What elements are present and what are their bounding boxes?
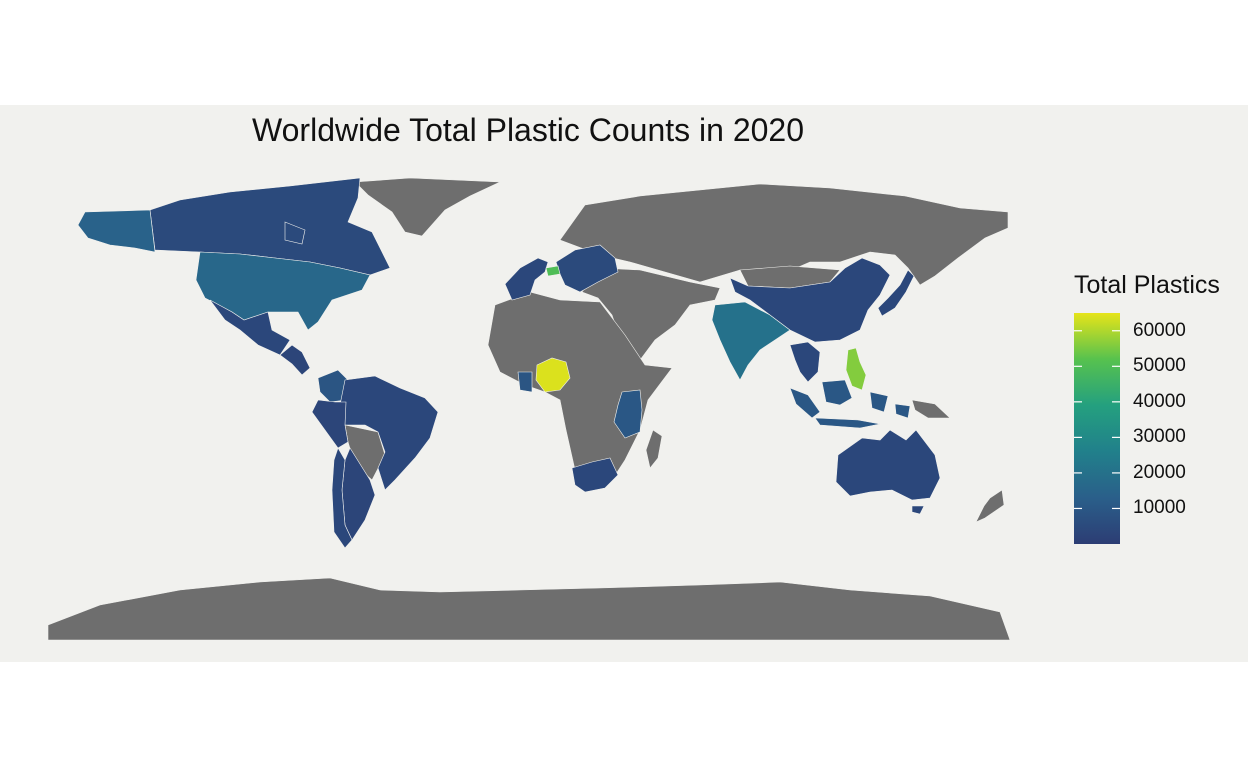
legend-tick-label: 50000 <box>1133 355 1186 377</box>
region-chile <box>331 447 353 549</box>
greenland <box>354 177 501 237</box>
region-mexico <box>209 299 291 356</box>
region-peru-ecuador <box>311 399 349 449</box>
madagascar <box>645 429 663 469</box>
region-south-africa <box>571 457 619 493</box>
region-central-america <box>279 344 311 376</box>
region-western-europe <box>504 257 549 301</box>
region-india <box>711 301 791 381</box>
legend-tick-label: 30000 <box>1133 426 1186 448</box>
region-southeast-asia <box>789 341 821 383</box>
antarctica <box>47 577 1011 641</box>
region-kenya-tanzania <box>613 389 643 439</box>
region-ghana-togo <box>517 371 533 393</box>
russia-asia <box>559 183 1009 286</box>
data-regions <box>77 177 941 549</box>
legend-colorbar <box>1074 313 1120 544</box>
no-data-land <box>47 177 1011 641</box>
legend-tick-label: 60000 <box>1133 319 1186 341</box>
legend-tick-label: 40000 <box>1133 390 1186 412</box>
png <box>911 399 951 419</box>
region-australia <box>835 429 941 515</box>
central-asia-middle-east <box>581 267 721 361</box>
region-switzerland <box>545 265 561 277</box>
region-alaska <box>77 209 156 253</box>
region-china <box>729 257 891 343</box>
region-nigeria <box>535 357 571 393</box>
new-zealand <box>975 489 1005 523</box>
region-japan <box>877 269 915 317</box>
region-philippines <box>845 347 867 391</box>
legend-title: Total Plastics <box>1074 271 1220 299</box>
legend-tick-label: 20000 <box>1133 461 1186 483</box>
region-indonesia <box>789 379 911 429</box>
region-eastern-europe <box>555 244 619 293</box>
legend-tick-label: 10000 <box>1133 497 1186 519</box>
chart-title: Worldwide Total Plastic Counts in 2020 <box>252 112 804 148</box>
region-brazil <box>339 375 439 491</box>
